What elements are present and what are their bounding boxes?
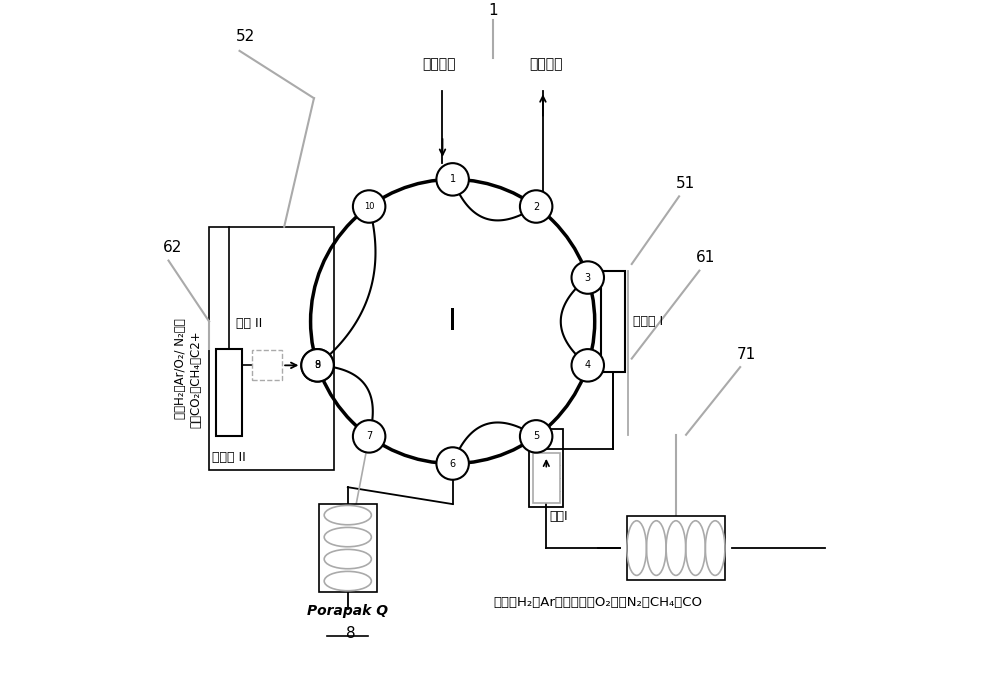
Text: 1: 1: [450, 174, 456, 184]
Text: 8: 8: [314, 360, 321, 371]
Circle shape: [353, 190, 385, 223]
Text: 61: 61: [696, 250, 715, 265]
FancyBboxPatch shape: [319, 504, 377, 592]
FancyBboxPatch shape: [252, 350, 282, 380]
Circle shape: [301, 349, 334, 381]
FancyBboxPatch shape: [529, 429, 563, 507]
Text: 8: 8: [346, 626, 356, 641]
Circle shape: [520, 420, 552, 453]
Text: 51: 51: [676, 176, 695, 191]
Text: 10: 10: [364, 202, 374, 211]
Text: 62: 62: [163, 240, 182, 255]
Text: 2: 2: [533, 201, 539, 211]
Circle shape: [572, 349, 604, 381]
Circle shape: [301, 349, 334, 381]
Text: 71: 71: [737, 347, 756, 362]
Text: 载气 II: 载气 II: [236, 318, 262, 330]
Text: 1: 1: [488, 3, 497, 18]
Text: 3: 3: [585, 273, 591, 283]
FancyBboxPatch shape: [216, 349, 242, 437]
Text: 52: 52: [236, 29, 255, 44]
Text: 峰、CO₂、CH₄、C2+: 峰、CO₂、CH₄、C2+: [189, 330, 202, 428]
Text: 7: 7: [366, 431, 372, 441]
Text: 9: 9: [314, 360, 321, 371]
Text: 预分离H₂、Ar主体峰（含O₂）、N₂、CH₄、CO: 预分离H₂、Ar主体峰（含O₂）、N₂、CH₄、CO: [493, 596, 702, 609]
Text: 5: 5: [533, 431, 539, 441]
Text: I: I: [448, 307, 457, 336]
Circle shape: [572, 261, 604, 294]
Circle shape: [436, 447, 469, 480]
Text: 分离H₂、Ar/O₂/ N₂混合: 分离H₂、Ar/O₂/ N₂混合: [174, 318, 187, 419]
Text: 4: 4: [585, 360, 591, 371]
FancyBboxPatch shape: [533, 453, 560, 503]
Text: Porapak Q: Porapak Q: [307, 605, 388, 618]
FancyBboxPatch shape: [627, 516, 725, 580]
Text: 定量管 I: 定量管 I: [633, 315, 663, 328]
Text: 定量管 II: 定量管 II: [212, 452, 246, 464]
Circle shape: [436, 163, 469, 196]
Circle shape: [353, 420, 385, 453]
FancyBboxPatch shape: [601, 271, 625, 372]
Text: 载气I: 载气I: [550, 510, 568, 523]
Text: 样品出气: 样品出气: [530, 57, 563, 71]
Text: 6: 6: [450, 458, 456, 469]
Text: 样品进气: 样品进气: [422, 57, 456, 71]
Circle shape: [520, 190, 552, 223]
